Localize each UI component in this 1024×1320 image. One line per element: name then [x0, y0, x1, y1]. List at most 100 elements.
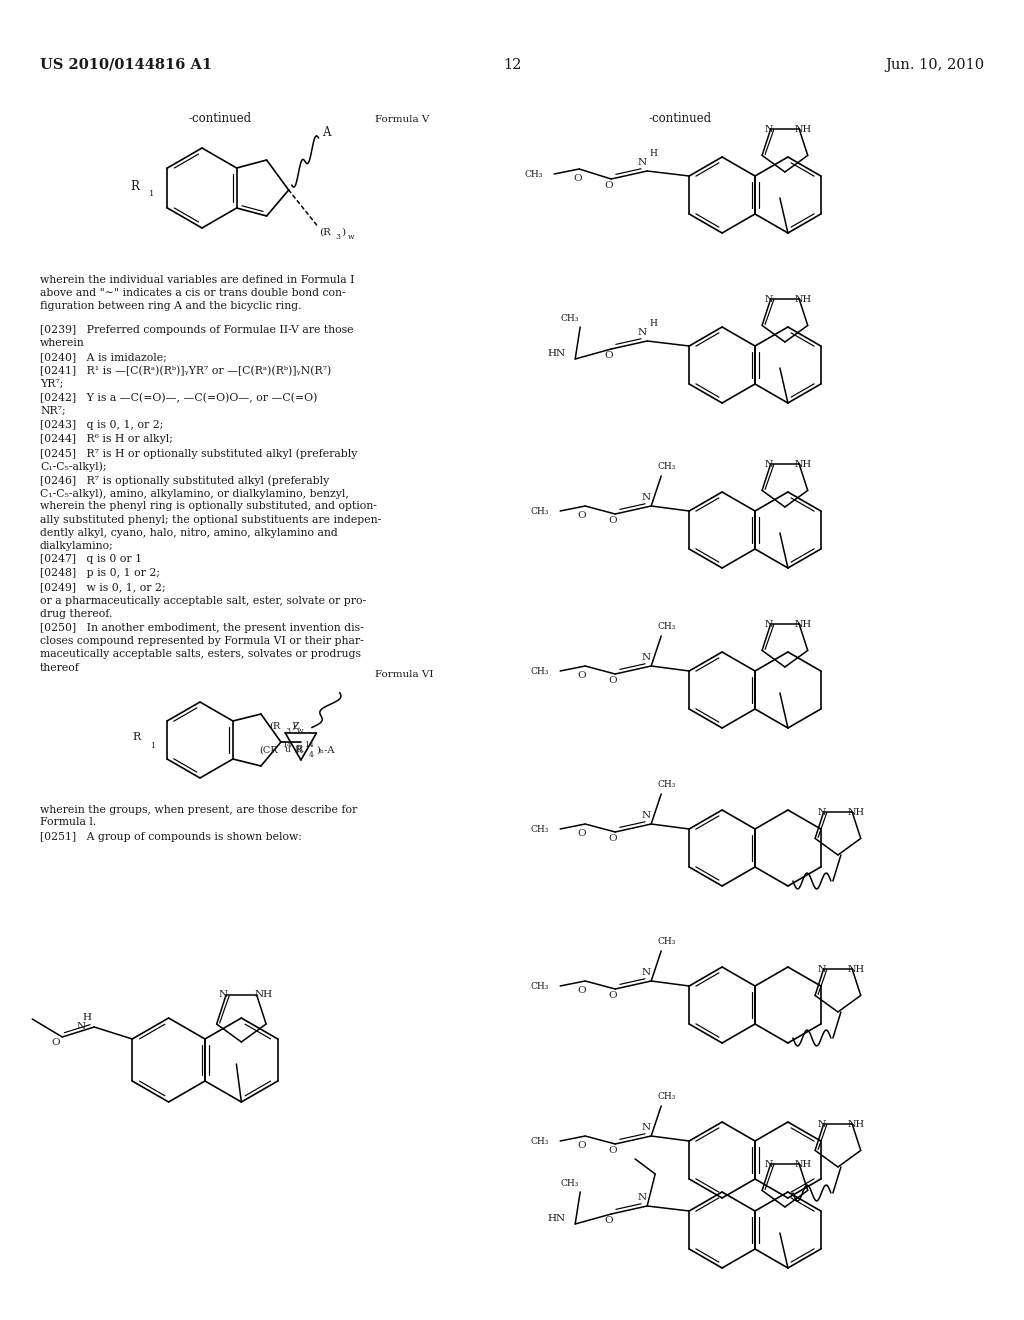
Text: -continued: -continued [648, 112, 712, 125]
Text: H: H [649, 319, 657, 327]
Text: N: N [76, 1022, 85, 1031]
Text: N: N [817, 1119, 825, 1129]
Text: 1: 1 [150, 742, 155, 750]
Text: Z: Z [293, 722, 300, 731]
Text: CH₃: CH₃ [657, 780, 676, 789]
Text: O: O [608, 516, 617, 524]
Text: dialkylamino;: dialkylamino; [40, 541, 114, 550]
Text: O: O [608, 990, 617, 999]
Text: NH: NH [848, 965, 864, 974]
Text: H: H [82, 1012, 91, 1022]
Text: NH: NH [795, 294, 812, 304]
Text: [0247]   q is 0 or 1: [0247] q is 0 or 1 [40, 554, 142, 564]
Text: thereof: thereof [40, 663, 80, 673]
Text: NH: NH [795, 459, 812, 469]
Text: [0248]   p is 0, 1 or 2;: [0248] p is 0, 1 or 2; [40, 568, 160, 578]
Text: A: A [322, 125, 330, 139]
Text: NH: NH [848, 808, 864, 817]
Text: O: O [578, 829, 586, 838]
Text: wherein the phenyl ring is optionally substituted, and option-: wherein the phenyl ring is optionally su… [40, 502, 377, 511]
Text: NH: NH [254, 990, 272, 999]
Text: [0250]   In another embodiment, the present invention dis-: [0250] In another embodiment, the presen… [40, 623, 364, 634]
Text: YR⁷;: YR⁷; [40, 379, 63, 389]
Text: -continued: -continued [188, 112, 252, 125]
Text: ): ) [342, 228, 346, 238]
Text: N: N [637, 327, 646, 337]
Text: 12: 12 [503, 58, 521, 73]
Text: O: O [604, 351, 613, 359]
Text: [0242]   Y is a —C(=O)—, —C(=O)O—, or —C(=O): [0242] Y is a —C(=O)—, —C(=O)O—, or —C(=… [40, 393, 317, 404]
Text: CH₃: CH₃ [524, 170, 543, 180]
Text: O: O [608, 1146, 617, 1155]
Text: N: N [764, 125, 773, 133]
Text: N: N [641, 492, 650, 502]
Text: 1: 1 [150, 190, 155, 198]
Text: closes compound represented by Formula VI or their phar-: closes compound represented by Formula V… [40, 636, 364, 647]
Text: (CR: (CR [259, 746, 278, 755]
Text: N: N [764, 1160, 773, 1168]
Text: ): ) [291, 722, 295, 731]
Text: [0249]   w is 0, 1, or 2;: [0249] w is 0, 1, or 2; [40, 582, 166, 591]
Text: Formula VI: Formula VI [375, 671, 433, 678]
Text: 4: 4 [309, 751, 313, 759]
Text: NR⁷;: NR⁷; [40, 407, 66, 416]
Text: (R: (R [269, 722, 281, 731]
Text: N: N [641, 1123, 650, 1133]
Text: [0243]   q is 0, 1, or 2;: [0243] q is 0, 1, or 2; [40, 420, 164, 430]
Text: CH₃: CH₃ [560, 314, 579, 323]
Text: H: H [649, 149, 657, 158]
Text: HN: HN [547, 1214, 565, 1224]
Text: O: O [51, 1038, 59, 1047]
Text: [0244]   R⁶ is H or alkyl;: [0244] R⁶ is H or alkyl; [40, 434, 173, 444]
Text: )ₕ-A: )ₕ-A [316, 746, 334, 755]
Text: figuration between ring A and the bicyclic ring.: figuration between ring A and the bicycl… [40, 301, 301, 312]
Text: N: N [218, 990, 227, 999]
Text: CH₃: CH₃ [657, 462, 676, 471]
Text: NH: NH [795, 620, 812, 628]
Text: O: O [604, 181, 613, 190]
Text: [0245]   R⁷ is H or optionally substituted alkyl (preferably: [0245] R⁷ is H or optionally substituted… [40, 447, 357, 458]
Text: u: u [285, 744, 291, 754]
Text: dently alkyl, cyano, halo, nitro, amino, alkylamino and: dently alkyl, cyano, halo, nitro, amino,… [40, 528, 338, 537]
Text: O: O [604, 1216, 613, 1225]
Text: Jun. 10, 2010: Jun. 10, 2010 [885, 58, 984, 73]
Text: N: N [764, 459, 773, 469]
Text: or a pharmaceutically acceptable salt, ester, solvate or pro-: or a pharmaceutically acceptable salt, e… [40, 597, 367, 606]
Text: R: R [294, 746, 301, 755]
Text: wherein the individual variables are defined in Formula I: wherein the individual variables are def… [40, 275, 354, 285]
Text: CH₃: CH₃ [530, 667, 549, 676]
Text: NH: NH [848, 1119, 864, 1129]
Text: CH₃: CH₃ [657, 937, 676, 946]
Text: wherein the groups, when present, are those describe for
Formula l.: wherein the groups, when present, are th… [40, 805, 357, 826]
Text: N: N [764, 294, 773, 304]
Text: R: R [132, 733, 140, 742]
Text: O: O [578, 986, 586, 995]
Text: CH₃: CH₃ [530, 982, 549, 991]
Text: CH₃: CH₃ [657, 1092, 676, 1101]
Text: drug thereof.: drug thereof. [40, 610, 113, 619]
Text: [0241]   R¹ is —[C(Rᵃ)(Rᵇ)]ᵧYR⁷ or —[C(Rᵃ)(Rᵇ)]ᵧN(R⁷): [0241] R¹ is —[C(Rᵃ)(Rᵇ)]ᵧYR⁷ or —[C(Rᵃ)… [40, 366, 331, 376]
Text: O: O [578, 1140, 586, 1150]
Text: R: R [130, 180, 139, 193]
Text: ally substituted phenyl; the optional substituents are indepen-: ally substituted phenyl; the optional su… [40, 515, 381, 524]
Text: above and "∼" indicates a cis or trans double bond con-: above and "∼" indicates a cis or trans d… [40, 288, 346, 298]
Text: wherein: wherein [40, 338, 85, 348]
Text: N: N [637, 1193, 646, 1203]
Text: [0251]   A group of compounds is shown below:: [0251] A group of compounds is shown bel… [40, 832, 302, 842]
Text: N: N [641, 810, 650, 820]
Text: O: O [578, 671, 586, 680]
Text: O: O [573, 174, 582, 183]
Text: N: N [641, 968, 650, 977]
Text: CH₃: CH₃ [657, 622, 676, 631]
Text: [0239]   Preferred compounds of Formulae II-V are those: [0239] Preferred compounds of Formulae I… [40, 325, 353, 335]
Text: CH₃: CH₃ [530, 507, 549, 516]
Text: N: N [817, 808, 825, 817]
Text: NH: NH [795, 1160, 812, 1168]
Text: N: N [641, 653, 650, 663]
Text: w: w [297, 727, 303, 735]
Text: O: O [578, 511, 586, 520]
Text: US 2010/0144816 A1: US 2010/0144816 A1 [40, 58, 212, 73]
Text: CH₃: CH₃ [530, 1137, 549, 1146]
Text: N: N [764, 620, 773, 628]
Text: maceutically acceptable salts, esters, solvates or prodrugs: maceutically acceptable salts, esters, s… [40, 649, 361, 660]
